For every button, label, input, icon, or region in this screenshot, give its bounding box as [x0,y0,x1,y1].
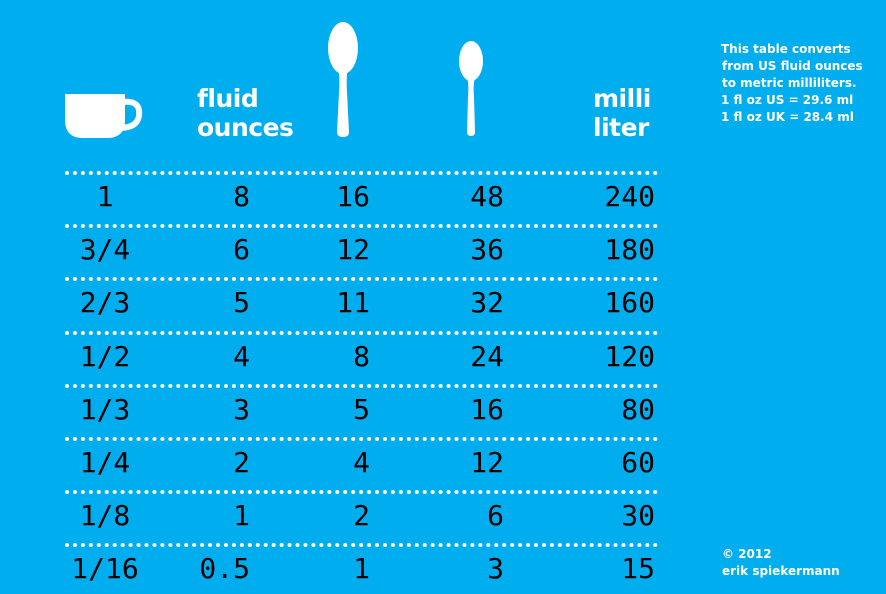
milliliters-cell: 15 [621,552,655,586]
milliliters-cell: 180 [604,233,655,267]
tablespoons-cell: 12 [336,233,370,267]
fluid-ounces-cell: 1 [233,499,250,533]
tablespoons-cell: 2 [353,499,370,533]
dotted-separator [65,543,658,548]
teaspoon-icon [459,41,483,136]
tablespoons-cell: 1 [353,552,370,586]
tablespoons-cell: 8 [353,339,370,373]
cup-icon [65,94,143,138]
teaspoons-cell: 24 [470,339,504,373]
copyright-year: © 2012 [722,547,772,561]
fluid-ounces-cell: 4 [233,339,250,373]
tablespoon-icon [328,22,358,137]
teaspoons-cell: 12 [470,446,504,479]
cups-cell: 1/16 [71,552,139,586]
milliliters-cell: 240 [604,180,655,213]
fluid-ounces-cell: 2 [233,446,250,479]
teaspoons-cell: 3 [487,552,504,586]
dotted-separator [65,171,658,175]
dotted-separator [65,224,658,229]
fluid-ounces-header-line2: ounces [197,113,294,142]
fluid-ounces-header: fluid ounces [197,84,294,142]
teaspoons-cell: 36 [470,233,504,267]
cups-cell: 1/2 [79,339,131,373]
cups-cell: 2/3 [79,286,131,320]
tablespoons-cell: 11 [336,286,370,320]
milliliter-header-line1: milli [593,84,651,113]
fluid-ounces-cell: 0.5 [199,552,250,586]
note-line: 1 fl oz US = 29.6 ml [721,93,854,107]
teaspoons-cell: 48 [470,180,504,213]
fluid-ounces-header-line1: fluid [197,84,259,113]
dotted-separator [65,277,658,282]
milliliters-cell: 80 [621,392,655,426]
teaspoons-cell: 16 [470,392,504,426]
note-line: This table converts [721,42,851,56]
copyright: © 2012 erik spiekermann [722,546,840,580]
dotted-separator [65,437,658,441]
note-line: 1 fl oz UK = 28.4 ml [721,110,854,124]
copyright-author: erik spiekermann [722,564,840,578]
cups-cell: 1/4 [79,446,131,479]
fluid-ounces-cell: 8 [233,180,250,213]
milliliter-header-line2: liter [593,113,649,142]
cups-cell: 1/3 [79,392,131,426]
tablespoons-cell: 4 [353,446,370,479]
dotted-separator [65,383,658,388]
fluid-ounces-cell: 5 [233,286,250,320]
milliliters-cell: 120 [604,339,655,373]
tablespoons-cell: 16 [336,180,370,213]
note-line: from US fluid ounces [722,59,863,73]
fluid-ounces-cell: 6 [233,233,250,267]
teaspoons-cell: 6 [487,499,504,533]
tablespoons-cell: 5 [353,392,370,426]
milliliters-cell: 60 [621,446,655,479]
milliliters-cell: 160 [604,286,655,320]
conversion-note: This table converts from US fluid ounces… [721,41,863,126]
cups-cell: 1/8 [79,499,131,533]
dotted-separator [65,330,658,335]
fluid-ounces-cell: 3 [233,392,250,426]
dotted-separator [65,490,658,495]
cups-cell: 3/4 [79,233,131,267]
milliliter-header: milli liter [593,84,651,142]
milliliters-cell: 30 [621,499,655,533]
note-line: to metric milliliters. [722,76,857,90]
teaspoons-cell: 32 [470,286,504,320]
cups-cell: 1 [96,180,114,213]
